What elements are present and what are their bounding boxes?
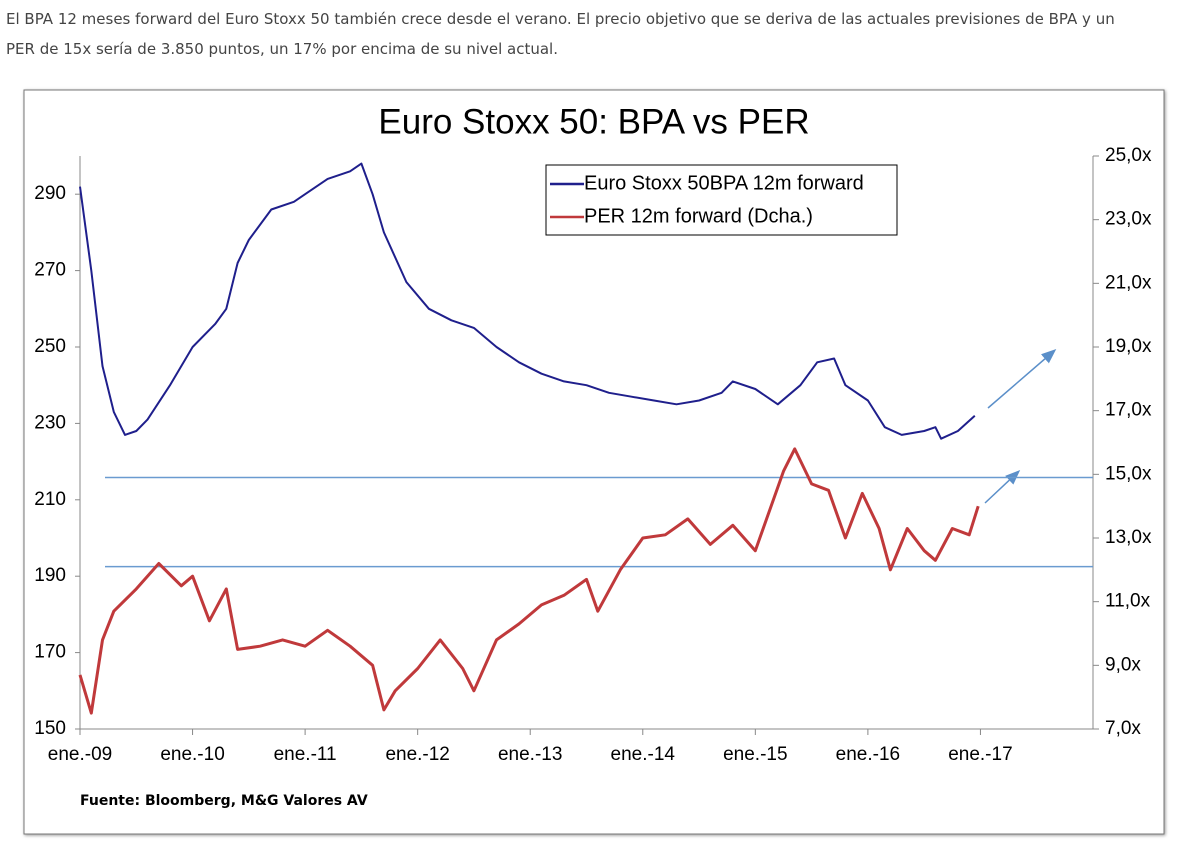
x-tick-label: ene.-13 xyxy=(498,744,562,765)
y-tick-label: 210 xyxy=(34,489,66,510)
trend-arrow xyxy=(987,349,1057,409)
chart-title: Euro Stoxx 50: BPA vs PER xyxy=(378,102,809,141)
paragraph-line: El BPA 12 meses forward del Euro Stoxx 5… xyxy=(6,10,1115,28)
y2-tick-label: 9,0x xyxy=(1105,654,1141,675)
y2-tick-label: 11,0x xyxy=(1105,591,1151,612)
y-tick-label: 150 xyxy=(34,718,66,739)
x-tick-label: ene.-16 xyxy=(836,744,900,765)
y2-tick-label: 19,0x xyxy=(1105,336,1152,357)
y2-tick-label: 15,0x xyxy=(1105,463,1152,484)
y-tick-label: 170 xyxy=(34,642,66,663)
series-line xyxy=(78,447,980,715)
y-tick-label: 250 xyxy=(34,336,66,357)
y2-tick-label: 13,0x xyxy=(1105,527,1152,548)
x-tick-label: ene.-09 xyxy=(48,744,112,765)
y2-tick-label: 17,0x xyxy=(1105,400,1152,421)
paragraph-line: PER de 15x sería de 3.850 puntos, un 17%… xyxy=(6,40,558,58)
x-tick-label: ene.-12 xyxy=(385,744,449,765)
y-tick-label: 230 xyxy=(34,412,66,433)
legend-label: Euro Stoxx 50BPA 12m forward xyxy=(584,172,864,194)
y-tick-label: 270 xyxy=(34,260,66,281)
article-paragraph: El BPA 12 meses forward del Euro Stoxx 5… xyxy=(6,4,1196,64)
legend-label: PER 12m forward (Dcha.) xyxy=(584,205,813,227)
y2-tick-label: 25,0x xyxy=(1105,145,1152,166)
x-tick-label: ene.-11 xyxy=(274,744,337,765)
source-note: Fuente: Bloomberg, M&G Valores AV xyxy=(80,793,368,809)
x-tick-label: ene.-10 xyxy=(160,744,224,765)
y2-tick-label: 7,0x xyxy=(1105,718,1141,739)
legend-box xyxy=(545,164,898,236)
y2-tick-label: 21,0x xyxy=(1105,272,1152,293)
y2-tick-label: 23,0x xyxy=(1105,209,1152,230)
series-line xyxy=(79,162,976,440)
x-tick-label: ene.-14 xyxy=(611,744,676,765)
x-tick-label: ene.-17 xyxy=(948,744,1012,765)
y-tick-label: 190 xyxy=(34,565,66,586)
x-tick-label: ene.-15 xyxy=(723,744,787,765)
y-tick-label: 290 xyxy=(34,183,66,204)
